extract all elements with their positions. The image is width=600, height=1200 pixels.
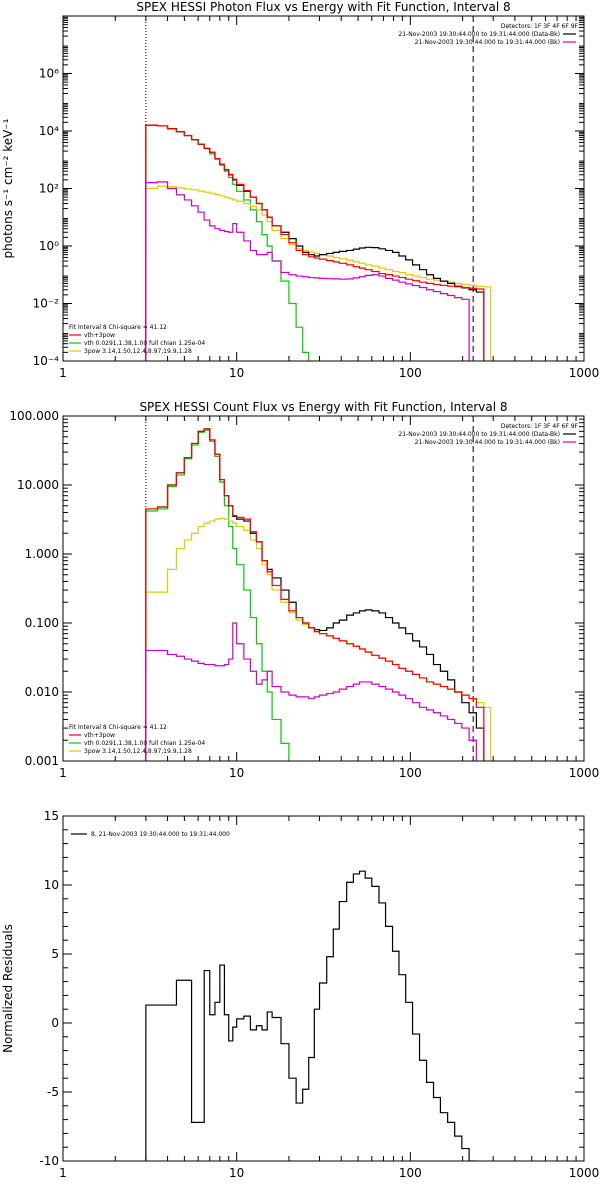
chart-0-ylabel: photons s⁻¹ cm⁻² keV⁻¹ [1,118,15,258]
fit-legend-entry: vth+3pow [84,332,115,339]
fit-legend-entry: 3pow 3.14,1.50,12.4,8.97,19.9,1.28 [84,748,192,755]
residual-legend-text: 8, 21-Nov-2003 19:30:44.000 to 19:31:44.… [91,831,230,838]
legend-top-right-text: 21-Nov-2003 19:30:44.000 to 19:31:44.000… [398,431,560,438]
series-bk-line [145,622,477,761]
y-tick-label: 10⁰ [39,239,59,253]
chart-2-frame [62,815,585,1162]
x-tick-label: 10 [229,366,244,380]
series-residuals-line [145,870,477,1161]
legend-top-right-text: 21-Nov-2003 19:30:44.000 to 19:31:44.000… [415,439,560,446]
x-tick-label: 100 [399,1166,422,1180]
y-tick-label: 0.010 [25,685,59,699]
y-tick-label: 100.000 [9,409,59,423]
y-tick-label: 0 [51,1016,59,1030]
x-tick-label: 1000 [569,766,600,780]
y-tick-label: -5 [47,1085,59,1099]
fit-legend-entry: vth 0.0291,1.38,1.00 full chian 1.25e-04 [84,340,205,347]
x-tick-label: 1 [59,366,67,380]
y-tick-label: 5 [51,947,59,961]
chart-0-title: SPEX HESSI Photon Flux vs Energy with Fi… [136,0,510,14]
y-tick-label: 10⁴ [39,124,59,138]
series-3pow-line [145,185,492,361]
fit-legend-entry: vth+3pow [84,732,115,739]
fit-legend-entry: vth 0.0291,1.38,1.00 full chian 1.25e-04 [84,740,205,747]
chart-0-frame [62,15,585,362]
legend-top-right-text: Detectors: 1F 3F 4F 6F 9F [501,423,579,430]
x-tick-label: 1 [59,1166,67,1180]
y-tick-label: 10⁶ [39,67,59,81]
series-vth-3pow-line [145,428,485,761]
x-tick-label: 1000 [569,1166,600,1180]
y-tick-label: 10 [44,878,59,892]
y-tick-label: 1.000 [25,547,59,561]
x-tick-label: 100 [399,766,422,780]
x-tick-label: 1 [59,766,67,780]
legend-top-right-text: 21-Nov-2003 19:30:44.000 to 19:31:44.000… [398,31,560,38]
series-bk-line [145,181,470,361]
y-tick-label: 0.001 [25,754,59,768]
legend-top-right-text: 21-Nov-2003 19:30:44.000 to 19:31:44.000… [415,39,560,46]
chart-2-ylabel: Normalized Residuals [1,924,15,1053]
y-tick-label: 0.100 [25,616,59,630]
chart-1-title: SPEX HESSI Count Flux vs Energy with Fit… [139,400,507,414]
y-tick-label: 10⁻⁴ [33,354,60,368]
y-tick-label: 10⁻² [33,297,60,311]
fit-legend-entry: 3pow 3.14,1.50,12.4,8.97,19.9,1.28 [84,348,192,355]
y-tick-label: 15 [44,809,59,823]
x-tick-label: 10 [229,1166,244,1180]
y-tick-label: 10² [39,182,59,196]
x-tick-label: 1000 [569,366,600,380]
y-tick-label: 10.000 [17,478,59,492]
chart-1-frame [62,415,585,762]
fit-legend-header: Fit Interval 8 Chi-square = 41.12 [69,724,167,731]
legend-top-right-text: Detectors: 1F 3F 4F 6F 9F [501,23,579,30]
x-tick-label: 100 [399,366,422,380]
x-tick-label: 10 [229,766,244,780]
series-vth-3pow-line [145,124,485,361]
fit-legend-header: Fit Interval 8 Chi-square = 41.12 [69,324,167,331]
y-tick-label: -10 [39,1154,59,1168]
